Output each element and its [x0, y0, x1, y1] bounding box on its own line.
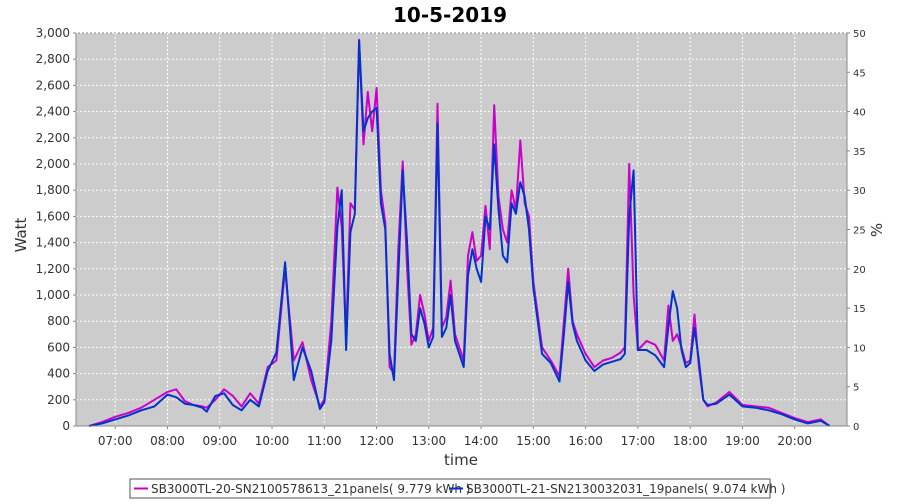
- y2-tick-label: 10: [853, 343, 866, 354]
- y2-tick-label: 25: [853, 226, 866, 237]
- x-tick-label: 08:00: [150, 434, 185, 448]
- plot-background: [75, 32, 848, 427]
- y-tick-label: 1,200: [36, 262, 70, 276]
- x-tick-label: 16:00: [568, 434, 603, 448]
- y-tick-label: 2,800: [36, 52, 70, 66]
- x-tick-label: 09:00: [202, 434, 237, 448]
- x-axis-title: time: [444, 451, 478, 469]
- x-tick-label: 15:00: [516, 434, 551, 448]
- x-tick-label: 12:00: [359, 434, 394, 448]
- y2-axis: 0 5 10 15 20 25 30 35 40 45 50: [846, 29, 866, 433]
- y-tick-label: 600: [47, 340, 70, 354]
- y-axis-title: Watt: [12, 217, 30, 252]
- y-tick-label: 1,400: [36, 236, 70, 250]
- x-tick-label: 18:00: [673, 434, 708, 448]
- y2-tick-label: 15: [853, 304, 866, 315]
- y2-axis-title: %: [868, 223, 886, 237]
- y2-tick-label: 50: [853, 29, 866, 40]
- y2-tick-label: 45: [853, 68, 866, 79]
- y2-tick-label: 40: [853, 108, 866, 119]
- x-tick-label: 20:00: [777, 434, 812, 448]
- y-tick-label: 2,200: [36, 131, 70, 145]
- y-tick-label: 2,400: [36, 105, 70, 119]
- x-tick-label: 07:00: [98, 434, 133, 448]
- y2-tick-label: 0: [853, 422, 859, 433]
- y-tick-label: 1,600: [36, 209, 70, 223]
- y-tick-label: 2,000: [36, 157, 70, 171]
- y2-tick-label: 5: [853, 383, 859, 394]
- y-tick-label: 1,800: [36, 183, 70, 197]
- legend-label-1: SB3000TL-20-SN2100578613_21panels( 9.779…: [151, 482, 470, 496]
- x-tick-label: 14:00: [464, 434, 499, 448]
- x-tick-label: 19:00: [725, 434, 760, 448]
- x-tick-label: 10:00: [255, 434, 290, 448]
- x-tick-label: 11:00: [307, 434, 342, 448]
- legend: SB3000TL-20-SN2100578613_21panels( 9.779…: [129, 478, 785, 499]
- series-line-2: [88, 39, 831, 427]
- y-axis: 0 200 400 600 800 1,000 1,200 1,400 1,600 1,800 2,…: [36, 26, 77, 433]
- y2-tick-label: 30: [853, 186, 866, 197]
- plot-area: 02004006008001,0001,2001,4001,6001,8002,…: [36, 26, 866, 448]
- y2-tick-label: 35: [853, 147, 866, 158]
- x-tick-label: 13:00: [412, 434, 447, 448]
- y-tick-label: 200: [47, 393, 70, 407]
- y-tick-label: 400: [47, 367, 70, 381]
- y-tick-label: 800: [47, 314, 70, 328]
- y-tick-label: 3,000: [36, 26, 70, 40]
- x-tick-label: 17:00: [621, 434, 656, 448]
- chart-title: 10-5-2019: [393, 3, 507, 27]
- x-axis: 07:00 08:00 09:00 10:00 11:00 12:00 13:00 14:00…: [76, 425, 847, 448]
- gridlines: [76, 32, 847, 427]
- legend-label-2: SB3000TL-21-SN2130032031_19panels( 9.074…: [466, 482, 785, 496]
- y2-tick-label: 20: [853, 265, 866, 276]
- y-tick-label: 1,000: [36, 288, 70, 302]
- y-tick-label: 2,600: [36, 78, 70, 92]
- y-tick-label: 0: [62, 419, 70, 433]
